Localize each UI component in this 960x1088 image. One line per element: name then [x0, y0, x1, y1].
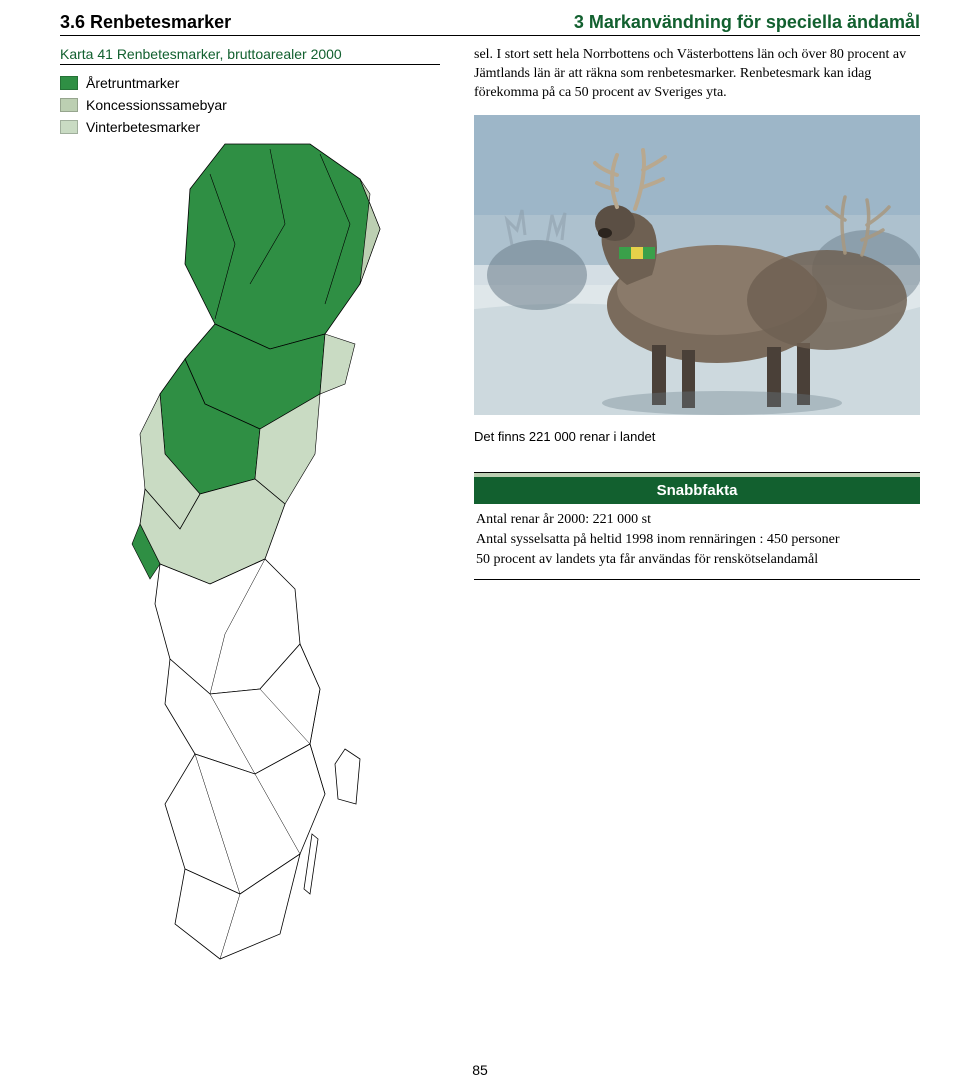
map-title: Karta 41 Renbetesmarker, bruttoarealer 2… [60, 46, 440, 65]
legend-item: Koncessionssamebyar [60, 97, 440, 113]
legend-label: Åretruntmarker [86, 75, 179, 91]
section-number: 3.6 Renbetesmarker [60, 12, 231, 33]
photo-caption: Det finns 221 000 renar i landet [474, 429, 920, 444]
legend-swatch [60, 76, 78, 90]
chapter-title: 3 Markanvändning för speciella ändamål [574, 12, 920, 33]
snabbfakta-body: Antal renar år 2000: 221 000 st Antal sy… [474, 504, 920, 580]
snabbfakta-line: 50 procent av landets yta får användas f… [476, 550, 918, 570]
legend-item: Vinterbetesmarker [60, 119, 440, 135]
snabbfakta-title: Snabbfakta [474, 473, 920, 504]
snabbfakta-line: Antal sysselsatta på heltid 1998 inom re… [476, 530, 918, 550]
legend-swatch [60, 120, 78, 134]
sweden-map [60, 134, 440, 1014]
page-header: 3.6 Renbetesmarker 3 Markanvändning för … [60, 12, 920, 36]
legend-swatch [60, 98, 78, 112]
snabbfakta-line: Antal renar år 2000: 221 000 st [476, 510, 918, 530]
snabbfakta-box: Snabbfakta Antal renar år 2000: 221 000 … [474, 472, 920, 580]
intro-paragraph: sel. I stort sett hela Norrbottens och V… [474, 46, 920, 103]
legend-label: Vinterbetesmarker [86, 119, 200, 135]
map-legend: Åretruntmarker Koncessionssamebyar Vinte… [60, 75, 440, 135]
legend-label: Koncessionssamebyar [86, 97, 227, 113]
legend-item: Åretruntmarker [60, 75, 440, 91]
page-number: 85 [0, 1062, 960, 1078]
reindeer-photo [474, 115, 920, 415]
